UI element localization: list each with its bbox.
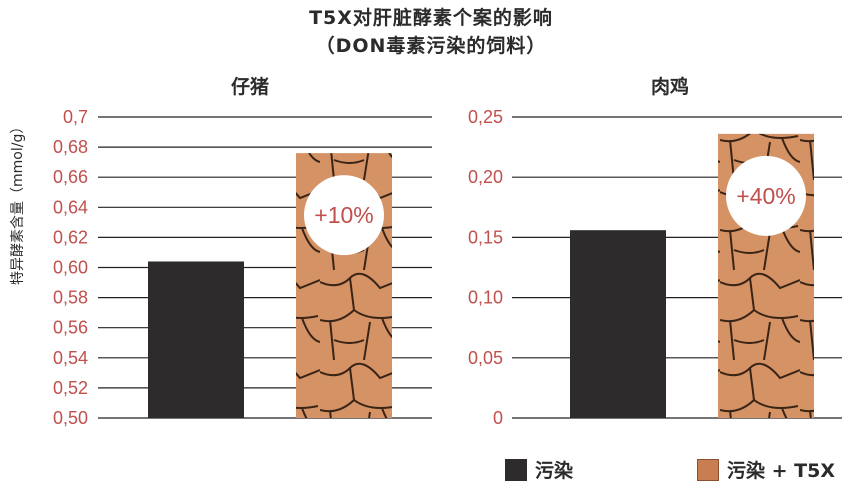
y-tick-label: 0,66	[53, 167, 88, 187]
panel-title-piglet: 仔猪	[230, 76, 269, 98]
y-tick-label: 0,20	[468, 167, 503, 187]
legend-swatch-treated	[697, 458, 719, 481]
y-tick-label: 0	[493, 408, 503, 428]
chart-subtitle: （DON毒素污染的饲料）	[315, 35, 547, 57]
legend-label-contaminated: 污染	[535, 460, 574, 482]
y-tick-label: 0,54	[53, 348, 88, 368]
panel-broiler: 0,25 0,20 0,15 0,10 0,05 0 +40%	[468, 107, 842, 428]
chart-title: T5X对肝脏酵素个案的影响	[309, 7, 553, 29]
legend-item-treated: 污染 + T5X	[697, 456, 835, 483]
percent-badge	[304, 175, 384, 256]
legend-swatch-contaminated	[505, 458, 527, 481]
y-tick-label: 0,10	[468, 288, 503, 308]
y-tick-label: 0,50	[53, 408, 88, 428]
y-tick-label: 0,58	[53, 288, 88, 308]
y-tick-label: 0,68	[53, 137, 88, 157]
legend-label-treated: 污染 + T5X	[727, 460, 835, 482]
percent-badge	[726, 155, 806, 236]
y-tick-label: 0,05	[468, 348, 503, 368]
legend-item-contaminated: 污染	[505, 456, 573, 483]
y-tick-label: 0,52	[53, 378, 88, 398]
bar-contaminated	[148, 261, 244, 418]
y-tick-label: 0,64	[53, 197, 88, 217]
y-tick-label: 0,15	[468, 227, 503, 247]
y-tick-label: 0,56	[53, 318, 88, 338]
y-tick-label: 0,7	[63, 107, 88, 127]
percent-badge-label: +10%	[314, 202, 373, 228]
panel-piglet: 0,7 0,68 0,66 0,64 0,62 0,60 0,58 0,56 0,54 0,52 0…	[53, 107, 432, 428]
bar-contaminated	[570, 230, 666, 418]
percent-badge-label: +40%	[736, 183, 795, 209]
y-tick-label: 0,62	[53, 227, 88, 247]
chart-title-block: T5X对肝脏酵素个案的影响 （DON毒素污染的饲料）	[0, 4, 862, 60]
y-tick-label: 0,60	[53, 258, 88, 278]
panel-title-broiler: 肉鸡	[650, 76, 689, 98]
y-tick-label: 0,25	[468, 107, 503, 127]
